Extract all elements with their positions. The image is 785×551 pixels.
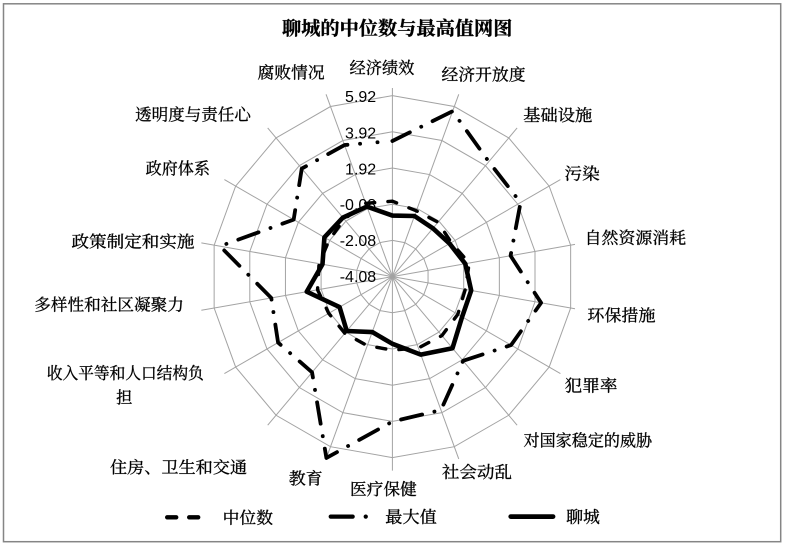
svg-text:-4.08: -4.08 bbox=[340, 269, 377, 286]
svg-text:5.92: 5.92 bbox=[345, 89, 376, 106]
svg-text:3.92: 3.92 bbox=[345, 125, 376, 142]
svg-text:-0.08: -0.08 bbox=[340, 197, 377, 214]
svg-text:1.92: 1.92 bbox=[345, 162, 376, 179]
svg-text:-2.08: -2.08 bbox=[340, 233, 377, 250]
